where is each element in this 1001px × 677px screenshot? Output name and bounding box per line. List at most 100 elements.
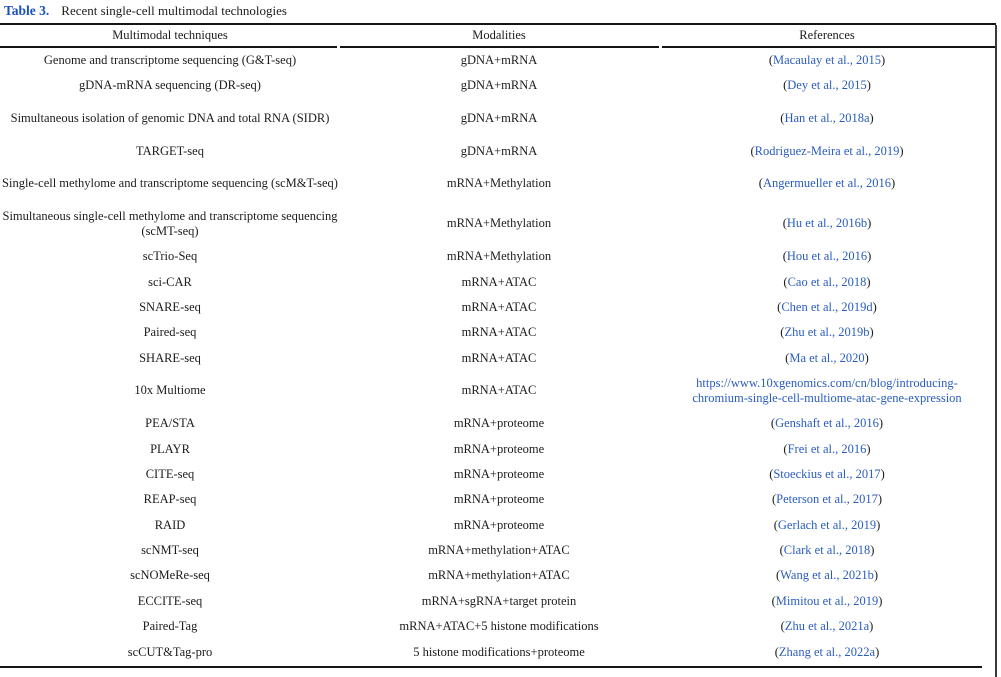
table-row: SNARE-seq mRNA+ATAC (Chen et al., 2019d) <box>0 295 996 320</box>
technique-cell: scTrio-Seq <box>0 249 340 264</box>
modality-cell: mRNA+ATAC <box>340 325 658 340</box>
modality-text: 5 histone modifications+proteome <box>413 644 585 659</box>
reference-citation-link[interactable]: Stoeckius et al., 2017 <box>773 466 881 481</box>
reference-citation-link[interactable]: Angermueller et al., 2016 <box>762 176 892 191</box>
reference-paren-open: ( <box>773 517 778 532</box>
technique-cell: gDNA-mRNA sequencing (DR-seq) <box>0 78 340 93</box>
reference-text: (Ma et al., 2020) <box>785 351 869 366</box>
reference-paren-open: ( <box>774 644 779 659</box>
technique-text: 10x Multiome <box>134 383 206 398</box>
technique-cell: Simultaneous single-cell methylome and t… <box>0 209 340 239</box>
reference-text: (Han et al., 2018a) <box>780 111 873 126</box>
modality-text: mRNA+ATAC <box>461 299 537 314</box>
reference-paren-close: ) <box>875 644 880 659</box>
technique-text: Simultaneous single-cell methylome and t… <box>2 209 338 238</box>
table-row: Paired-Tag mRNA+ATAC+5 histone modificati… <box>0 614 996 639</box>
reference-paren-open: ( <box>780 110 785 125</box>
reference-paren-open: ( <box>782 216 787 231</box>
modality-text: mRNA+sgRNA+target protein <box>421 593 577 608</box>
reference-citation-link[interactable]: Rodriguez-Meira et al., 2019 <box>754 143 900 158</box>
table-row: 10x Multiome mRNA+ATAC https://www.10xgeno… <box>0 371 996 411</box>
modality-cell: gDNA+mRNA <box>340 53 658 68</box>
reference-text: (Clark et al., 2018) <box>780 543 875 558</box>
reference-text: (Wang et al., 2021b) <box>776 568 878 583</box>
modality-cell: gDNA+mRNA <box>340 78 658 93</box>
reference-text: (Genshaft et al., 2016) <box>771 416 883 431</box>
reference-cell: (Frei et al., 2016) <box>658 442 996 457</box>
header-rule <box>0 46 996 48</box>
reference-paren-close: ) <box>866 78 871 93</box>
reference-citation-link[interactable]: Zhu et al., 2019b <box>784 325 870 340</box>
technique-cell: Paired-Tag <box>0 619 340 634</box>
reference-cell: (Chen et al., 2019d) <box>658 300 996 315</box>
table-row: SHARE-seq mRNA+ATAC (Ma et al., 2020) <box>0 345 996 370</box>
modality-cell: mRNA+ATAC <box>340 351 658 366</box>
modality-cell: 5 histone modifications+proteome <box>340 645 658 660</box>
modality-text: gDNA+mRNA <box>460 52 538 67</box>
modality-text: mRNA+ATAC <box>461 350 537 365</box>
technique-cell: TARGET-seq <box>0 144 340 159</box>
reference-citation-link[interactable]: Hou et al., 2016 <box>786 249 868 264</box>
technique-text: scTrio-Seq <box>142 249 198 264</box>
technique-text: PEA/STA <box>145 416 195 431</box>
technique-text: scNOMeRe-seq <box>130 568 210 583</box>
modality-text: mRNA+ATAC <box>461 274 537 289</box>
reference-citation-link[interactable]: Chen et al., 2019d <box>781 299 873 314</box>
reference-paren-open: ( <box>783 441 788 456</box>
technique-text: REAP-seq <box>143 492 197 507</box>
header-rule-segment <box>340 46 659 48</box>
column-header-modalities: Modalities <box>472 28 526 42</box>
reference-paren-open: ( <box>779 543 784 558</box>
modality-text: mRNA+Methylation <box>446 249 552 264</box>
table-row: PEA/STA mRNA+proteome (Genshaft et al., 20… <box>0 411 996 436</box>
reference-paren-close: ) <box>869 619 874 634</box>
reference-citation-link[interactable]: Wang et al., 2021b <box>780 568 874 583</box>
reference-text: (Angermueller et al., 2016) <box>759 176 895 191</box>
reference-paren-close: ) <box>866 274 871 289</box>
reference-cell: (Peterson et al., 2017) <box>658 492 996 507</box>
modality-text: mRNA+proteome <box>453 416 545 431</box>
modality-text: mRNA+Methylation <box>446 176 552 191</box>
reference-cell: (Gerlach et al., 2019) <box>658 518 996 533</box>
reference-citation-link[interactable]: Zhu et al., 2021a <box>784 619 870 634</box>
table-row: Simultaneous isolation of genomic DNA an… <box>0 98 996 138</box>
reference-text: (Cao et al., 2018) <box>783 275 870 290</box>
reference-citation-link[interactable]: Peterson et al., 2017 <box>776 492 878 507</box>
reference-url-link[interactable]: https://www.10xgenomics.com/cn/blog/intr… <box>692 376 962 405</box>
reference-paren-open: ( <box>775 568 781 583</box>
modality-cell: mRNA+sgRNA+target protein <box>340 594 658 609</box>
modality-text: mRNA+methylation+ATAC <box>428 568 570 583</box>
reference-citation-link[interactable]: Ma et al., 2020 <box>789 350 865 365</box>
reference-paren-close: ) <box>870 543 875 558</box>
reference-paren-close: ) <box>869 325 874 340</box>
reference-citation-link[interactable]: Clark et al., 2018 <box>783 543 871 558</box>
reference-paren-close: ) <box>873 568 879 583</box>
column-header-techniques: Multimodal techniques <box>112 28 228 42</box>
reference-citation-link[interactable]: Genshaft et al., 2016 <box>775 416 879 431</box>
reference-paren-close: ) <box>869 110 874 125</box>
table-row: scNOMeRe-seq mRNA+methylation+ATAC (Wang e… <box>0 563 996 588</box>
technique-cell: RAID <box>0 518 340 533</box>
reference-citation-link[interactable]: Gerlach et al., 2019 <box>777 517 877 532</box>
reference-paren-close: ) <box>876 517 881 532</box>
reference-citation-link[interactable]: Macaulay et al., 2015 <box>773 52 881 67</box>
technique-cell: SHARE-seq <box>0 351 340 366</box>
header-rule-segment <box>662 46 996 48</box>
technique-cell: SNARE-seq <box>0 300 340 315</box>
reference-paren-open: ( <box>780 619 785 634</box>
reference-citation-link[interactable]: Dey et al., 2015 <box>787 78 867 93</box>
modality-cell: mRNA+Methylation <box>340 249 658 264</box>
reference-citation-link[interactable]: Han et al., 2018a <box>784 110 870 125</box>
reference-citation-link[interactable]: Mimitou et al., 2019 <box>775 593 879 608</box>
reference-paren-close: ) <box>866 441 871 456</box>
reference-citation-link[interactable]: Hu et al., 2016b <box>786 216 868 231</box>
modality-text: mRNA+proteome <box>453 441 545 456</box>
reference-citation-link[interactable]: Cao et al., 2018 <box>787 274 867 289</box>
top-rule <box>0 23 996 25</box>
reference-text: (Zhu et al., 2021a) <box>781 619 874 634</box>
modality-text: mRNA+ATAC+5 histone modifications <box>399 619 599 634</box>
reference-paren-open: ( <box>758 176 763 191</box>
reference-citation-link[interactable]: Zhang et al., 2022a <box>778 644 876 659</box>
reference-citation-link[interactable]: Frei et al., 2016 <box>787 441 867 456</box>
